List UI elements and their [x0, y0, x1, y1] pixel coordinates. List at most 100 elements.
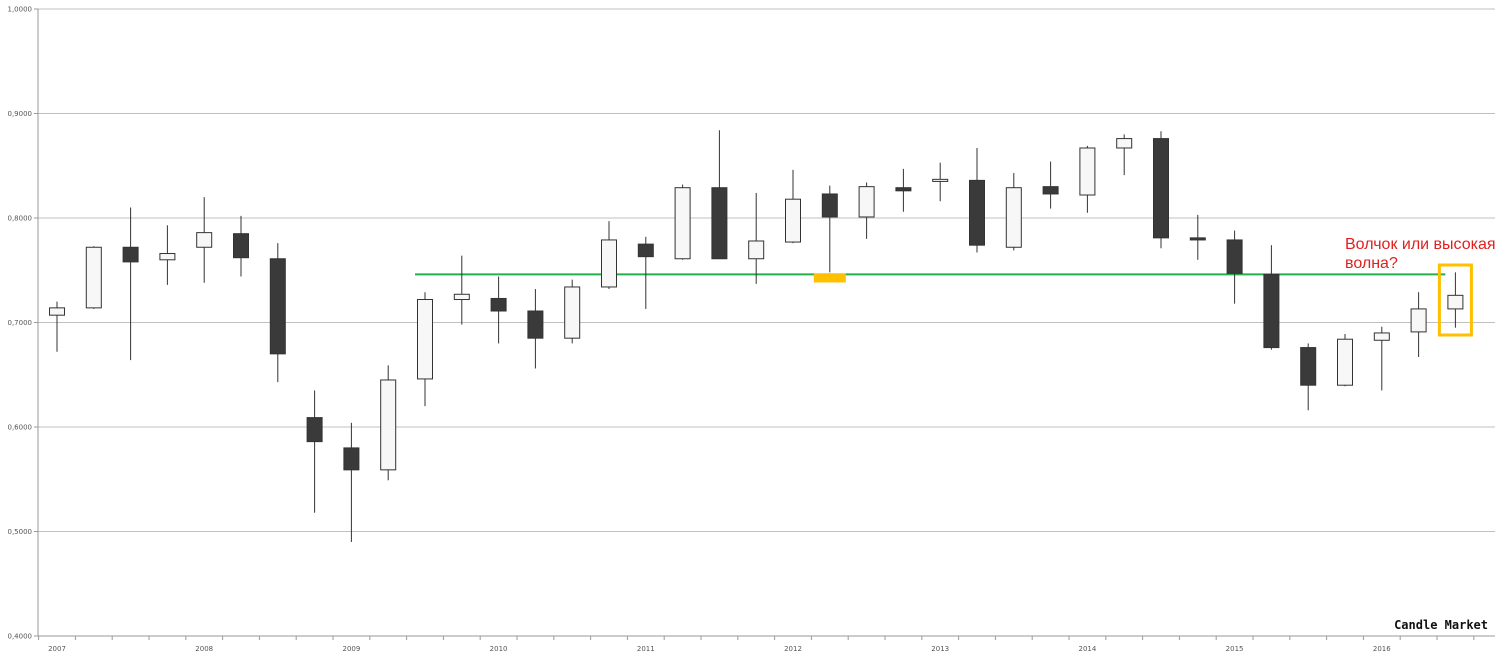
candle	[1300, 343, 1317, 411]
candle-body	[269, 258, 286, 355]
candle	[233, 215, 249, 277]
candle	[1079, 145, 1096, 213]
y-tick-label: 0,4000	[8, 633, 33, 641]
candle	[674, 184, 691, 260]
candle-body	[1300, 347, 1317, 386]
candle	[1042, 161, 1059, 209]
candle-body	[196, 232, 213, 248]
candle	[306, 390, 323, 513]
candle-body	[453, 293, 470, 301]
candle-body	[1153, 138, 1169, 239]
candle-body	[895, 187, 912, 192]
x-tick-label: 2010	[490, 645, 508, 653]
x-tick-label: 2016	[1373, 645, 1391, 653]
annotations-layer: Волчок или высокая волна?	[813, 236, 1496, 337]
candle-body	[85, 246, 102, 309]
candle-body	[1447, 294, 1464, 310]
candle	[1189, 214, 1206, 260]
watermark: Candle Market	[1394, 618, 1488, 632]
candle	[269, 243, 286, 383]
candle	[490, 276, 507, 344]
y-tick-label: 0,5000	[8, 528, 33, 536]
x-tick-label: 2008	[195, 645, 213, 653]
candle-body	[1226, 239, 1243, 274]
candle	[85, 246, 102, 309]
candle-body	[748, 240, 765, 260]
candle-body	[1116, 138, 1133, 149]
y-tick-labels: 0,4000 0,5000 0,6000 0,7000 0,8000 0,9000 1,00…	[8, 6, 33, 641]
candle-body	[785, 198, 801, 243]
candle-body	[343, 447, 360, 471]
annotation-line: Волчок или высокая	[1345, 236, 1496, 253]
axes	[34, 8, 1495, 640]
candle-body	[490, 297, 507, 312]
x-tick-label: 2012	[784, 645, 802, 653]
candle	[159, 225, 176, 285]
x-tick-label: 2009	[342, 645, 360, 653]
candle	[1337, 333, 1353, 387]
candle	[601, 221, 617, 290]
candle	[527, 289, 544, 369]
candle-body	[1410, 308, 1427, 333]
x-tick-label: 2011	[637, 645, 655, 653]
y-tick-label: 0,8000	[8, 215, 33, 223]
candle	[564, 279, 581, 344]
level-touch-marker	[813, 273, 846, 283]
candle-body	[1373, 332, 1390, 341]
candle	[932, 162, 949, 202]
candle	[49, 301, 65, 352]
candle	[895, 168, 912, 212]
y-tick-label: 1,0000	[8, 6, 33, 14]
candle-body	[1005, 187, 1022, 248]
candle	[380, 365, 397, 481]
candle-body	[637, 243, 654, 258]
annotation-text: Волчок или высокая волна?	[1345, 236, 1496, 272]
candle	[711, 130, 728, 260]
candle	[1153, 131, 1169, 249]
candle-body	[674, 187, 691, 260]
candle	[969, 147, 985, 253]
candle-body	[306, 417, 323, 443]
y-tick-label: 0,6000	[8, 424, 33, 432]
candle	[122, 207, 139, 361]
x-tick-label: 2007	[48, 645, 66, 653]
candle	[343, 422, 360, 542]
x-tick-label: 2015	[1226, 645, 1244, 653]
candle-body	[233, 233, 249, 259]
candle	[1005, 173, 1022, 251]
annotation-line: волна?	[1345, 255, 1398, 272]
candle	[785, 169, 801, 244]
candle	[453, 255, 470, 325]
y-tick-label: 0,7000	[8, 319, 33, 327]
candle	[196, 197, 213, 283]
candle-body	[380, 379, 397, 471]
candle	[417, 292, 433, 407]
candle-body	[932, 178, 949, 182]
candle	[1116, 134, 1133, 176]
candle	[821, 185, 838, 273]
y-tick-label: 0,9000	[8, 110, 33, 118]
candle-body	[1042, 186, 1059, 195]
candle-body	[1337, 338, 1353, 386]
candle	[1410, 292, 1427, 357]
candle	[1447, 272, 1464, 328]
candle-body	[159, 253, 176, 261]
x-tick-label: 2014	[1078, 645, 1096, 653]
candle-body	[417, 299, 433, 380]
candle	[858, 182, 875, 239]
x-tick-label: 2013	[931, 645, 949, 653]
candle-body	[1079, 147, 1096, 196]
candle-body	[527, 310, 544, 339]
candle-body	[49, 307, 65, 316]
candle	[748, 192, 765, 284]
candle-body	[601, 239, 617, 288]
candle-body	[1263, 273, 1280, 349]
candle-body	[711, 187, 728, 260]
candle	[1226, 230, 1243, 304]
x-tick-labels: 2007 2008 2009 2010 2011 2012 2013 2014 2015 2016	[48, 645, 1391, 653]
candle-body	[858, 186, 875, 218]
highlight-box	[1437, 263, 1473, 337]
candle-body	[969, 179, 985, 246]
candle-body	[122, 246, 139, 263]
